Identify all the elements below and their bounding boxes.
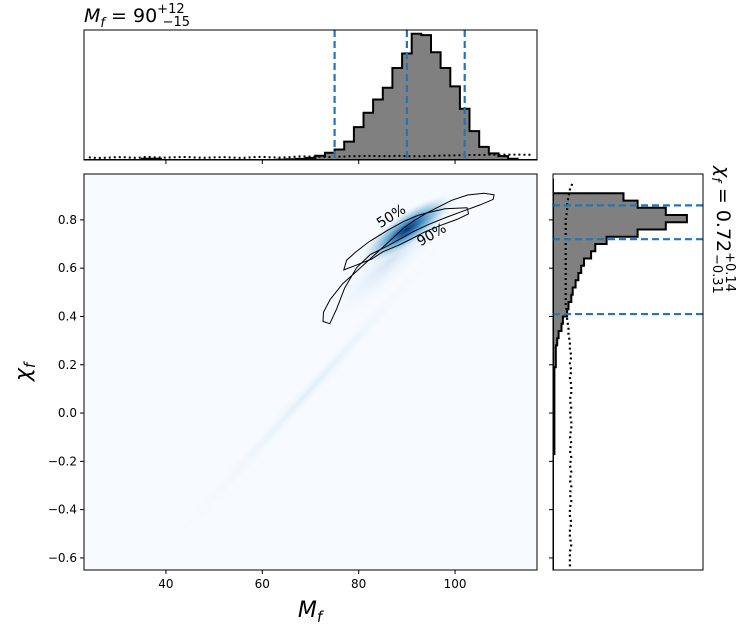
- right-marginal-histogram: [553, 178, 688, 570]
- top-marginal-histogram: [84, 32, 537, 160]
- x-tick-label: 60: [255, 577, 270, 591]
- joint-background: [84, 174, 537, 570]
- joint-panel: 50%90% 40 60 80 100 −0.6 −0.4 −0.2 0.0 0.2 0.4 0.6…: [11, 173, 538, 626]
- y-tick-label: 0.2: [58, 358, 77, 372]
- top-marginal-panel: Mf = 90+12 −15: [83, 2, 538, 164]
- joint-frame: [83, 173, 538, 571]
- y-tick-label: −0.6: [48, 551, 77, 565]
- top-marginal-frame: [83, 29, 538, 161]
- contour-90pct: [322, 192, 495, 325]
- x-tick-label: 100: [444, 577, 467, 591]
- joint-ticks: 40 60 80 100 −0.6 −0.4 −0.2 0.0 0.2 0.4 0.6 0.8: [48, 213, 467, 591]
- y-tick-label: 0.4: [58, 309, 77, 323]
- top-prior-line: [88, 153, 533, 160]
- right-marginal-ticks: [549, 219, 553, 559]
- top-marginal-title: Mf = 90+12 −15: [84, 2, 190, 31]
- joint-density: 50%90%: [155, 183, 495, 562]
- x-tick-label: 40: [158, 577, 173, 591]
- y-tick-label: −0.4: [48, 503, 77, 517]
- right-marginal-frame: [552, 173, 704, 571]
- right-marginal-quantile-lines: [553, 204, 703, 316]
- y-tick-label: −0.2: [48, 454, 77, 468]
- y-tick-label: 0.6: [58, 261, 77, 275]
- top-marginal-prior: [88, 153, 533, 160]
- x-axis-label: Mf: [298, 598, 325, 626]
- top-marginal-ticks: [165, 160, 456, 164]
- y-tick-label: 0.8: [58, 213, 77, 227]
- right-posterior-histogram: [553, 178, 688, 570]
- right-marginal-panel: χf = 0.72+0.14−0.31: [549, 165, 737, 571]
- top-posterior-histogram: [84, 32, 537, 160]
- right-marginal-title: χf = 0.72+0.14−0.31: [708, 165, 737, 294]
- y-tick-label: 0.0: [58, 406, 77, 420]
- y-axis-label: χf: [11, 360, 39, 382]
- contour-50pct: [343, 207, 470, 271]
- density-tail-halo: [155, 218, 465, 562]
- x-tick-label: 80: [351, 577, 366, 591]
